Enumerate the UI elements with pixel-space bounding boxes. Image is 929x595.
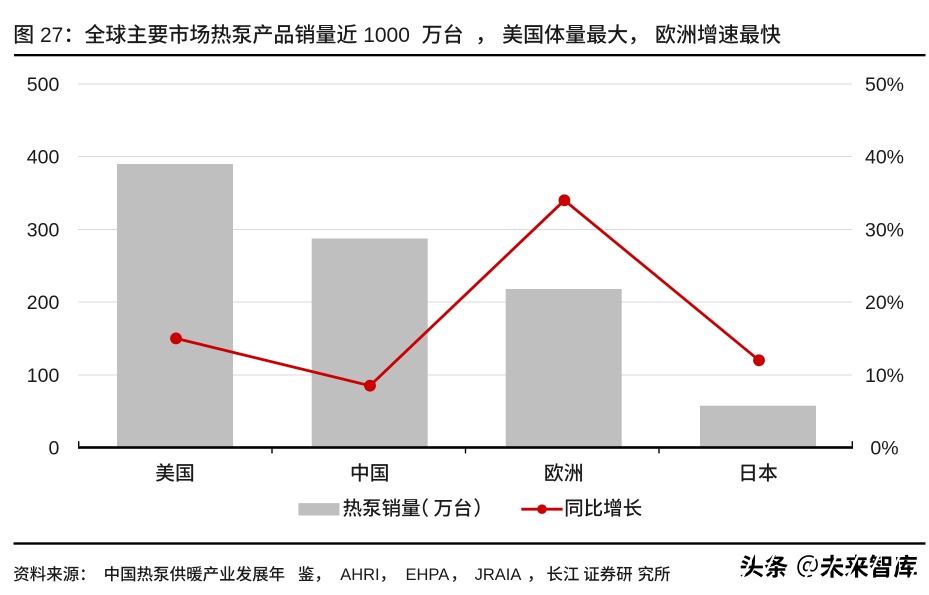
svg-text:1000: 1000 (363, 24, 410, 47)
svg-text:20%: 20% (865, 292, 904, 314)
svg-text:0: 0 (48, 438, 59, 460)
svg-text:30%: 30% (865, 219, 904, 241)
svg-text:AHRI: AHRI (340, 566, 379, 584)
svg-text:500: 500 (27, 74, 60, 96)
svg-text:EHPA: EHPA (406, 566, 450, 584)
svg-text:0%: 0% (870, 438, 898, 460)
svg-text:40%: 40% (865, 147, 904, 169)
svg-text:400: 400 (27, 147, 60, 169)
svg-text:JRAIA: JRAIA (475, 566, 522, 584)
svg-text:10%: 10% (865, 365, 904, 387)
svg-text:300: 300 (27, 219, 60, 241)
svg-text:100: 100 (27, 365, 60, 387)
svg-text:27: 27 (40, 24, 63, 47)
svg-text:50%: 50% (865, 74, 904, 96)
svg-text:200: 200 (27, 292, 60, 314)
